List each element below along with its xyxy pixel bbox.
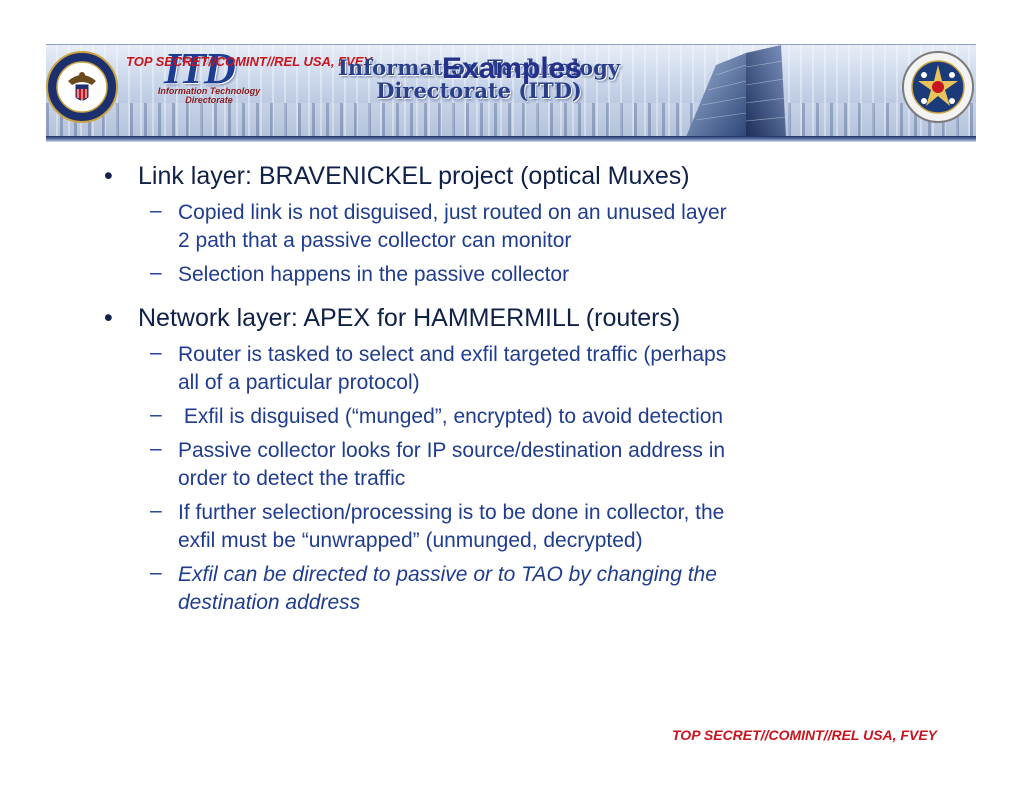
nsa-seal-icon <box>46 51 118 123</box>
bullet-dot-icon: • <box>104 304 113 332</box>
bullet-text: Network layer: APEX for HAMMERMILL (rout… <box>138 304 681 332</box>
dash-icon: – <box>150 437 162 460</box>
sub-bullet-line: 2 path that a passive collector can moni… <box>178 229 572 252</box>
dash-icon: – <box>150 199 162 222</box>
sub-bullet-line: Exfil is disguised (“munged”, encrypted)… <box>178 405 724 428</box>
sub-bullet-line: If further selection/processing is to be… <box>178 501 725 524</box>
bullet-item: • Network layer: APEX for HAMMERMILL (ro… <box>100 303 880 333</box>
dash-icon: – <box>150 403 162 426</box>
css-seal-icon <box>902 51 974 123</box>
header-banner: ITD Information Technology Directorate T… <box>46 44 976 137</box>
bullet-item: • Link layer: BRAVENICKEL project (optic… <box>100 161 880 191</box>
sub-bullet-line: Exfil can be directed to passive or to T… <box>178 563 717 586</box>
itd-logo: ITD Information Technology Directorate <box>154 44 264 107</box>
sub-bullet-line: destination address <box>178 591 361 614</box>
sub-bullet-line: Selection happens in the passive collect… <box>178 263 570 286</box>
classification-banner-bottom: TOP SECRET//COMINT//REL USA, FVEY <box>672 727 937 743</box>
sub-bullet-line: order to detect the traffic <box>178 467 406 490</box>
itd-logo-text: ITD <box>164 44 236 93</box>
banner-underline <box>46 136 976 142</box>
dash-icon: – <box>150 261 162 284</box>
sub-bullet-item: – Router is tasked to select and exfil t… <box>100 341 880 397</box>
banner-stripes <box>46 45 976 137</box>
dash-icon: – <box>150 499 162 522</box>
sub-bullet-line: Passive collector looks for IP source/de… <box>178 439 726 462</box>
sub-bullet-item: – If further selection/processing is to … <box>100 499 880 555</box>
sub-bullet-item: – Exfil is disguised (“munged”, encrypte… <box>100 403 880 431</box>
banner-stripes-bottom <box>46 103 976 137</box>
sub-bullet-line: Router is tasked to select and exfil tar… <box>178 343 727 366</box>
buildings-graphic <box>686 45 787 137</box>
itd-logo-subtitle: Information Technology Directorate <box>154 87 264 105</box>
itd-logo-subtitle-line-2: Directorate <box>185 95 233 105</box>
slide-title: Examples <box>441 52 583 85</box>
sub-bullet-line: exfil must be “unwrapped” (unmunged, dec… <box>178 529 643 552</box>
sub-bullet-line: Copied link is not disguised, just route… <box>178 201 727 224</box>
dash-icon: – <box>150 341 162 364</box>
bullet-dot-icon: • <box>104 162 113 190</box>
sub-bullet-item: – Copied link is not disguised, just rou… <box>100 199 880 255</box>
sub-bullet-line: all of a particular protocol) <box>178 371 420 394</box>
sub-bullet-item: – Selection happens in the passive colle… <box>100 261 880 289</box>
directorate-title: Information Technology Directorate (ITD) <box>338 56 620 102</box>
bullet-list: • Link layer: BRAVENICKEL project (optic… <box>100 155 880 623</box>
directorate-title-line-2: Directorate (ITD) <box>376 78 582 103</box>
classification-banner-top: TOP SECRET//COMINT//REL USA, FVEY <box>126 54 373 69</box>
directorate-title-line-1: Information Technology <box>338 55 621 80</box>
bullet-text: Link layer: BRAVENICKEL project (optical… <box>138 162 690 190</box>
sub-bullet-item: – Exfil can be directed to passive or to… <box>100 561 880 617</box>
sub-bullet-item: – Passive collector looks for IP source/… <box>100 437 880 493</box>
itd-logo-subtitle-line-1: Information Technology <box>157 86 261 96</box>
dash-icon: – <box>150 561 162 584</box>
